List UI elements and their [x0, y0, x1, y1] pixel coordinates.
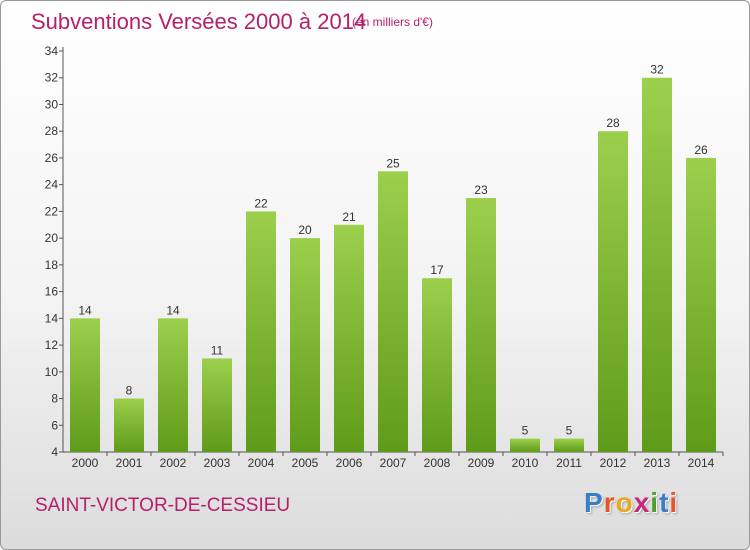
data-label-2014: 26	[694, 143, 708, 157]
bar-2002	[158, 318, 188, 452]
bar-2012	[598, 131, 628, 452]
x-tick-label: 2002	[160, 456, 187, 470]
bar-2007	[378, 171, 408, 453]
bar-2010	[510, 438, 540, 452]
data-label-2000: 14	[78, 303, 92, 317]
data-label-2001: 8	[126, 384, 133, 398]
data-labels: 14 8 14 11 22 20 21 25 17 23 5 5 28 32 26	[78, 63, 708, 438]
y-tick-label: 16	[45, 285, 59, 299]
logo-letter: i	[669, 487, 679, 518]
x-tick-label: 2004	[248, 456, 275, 470]
data-label-2005: 20	[298, 223, 312, 237]
x-tick-label: 2011	[556, 456, 582, 470]
data-label-2008: 17	[430, 263, 444, 277]
y-tick-label: 26	[45, 151, 59, 165]
bar-2008	[422, 278, 452, 452]
bars	[70, 77, 716, 453]
y-tick-label: 30	[45, 97, 59, 111]
y-tick-label: 4	[51, 445, 58, 459]
y-axis: 4 6 8 10 12 14 16 18 20 22 24 26 28 30 32 34	[45, 44, 64, 459]
bar-2005	[290, 238, 320, 452]
y-tick-label: 32	[45, 71, 59, 85]
y-tick-label: 28	[45, 124, 59, 138]
data-label-2013: 32	[650, 63, 664, 77]
data-label-2006: 21	[342, 210, 356, 224]
x-tick-label: 2008	[424, 456, 451, 470]
bar-2009	[466, 198, 496, 452]
y-tick-label: 22	[45, 204, 59, 218]
data-label-2011: 5	[566, 424, 573, 438]
data-label-2003: 11	[211, 343, 224, 357]
y-tick-label: 6	[51, 418, 58, 432]
y-tick-label: 18	[45, 258, 59, 272]
x-tick-label: 2006	[336, 456, 363, 470]
bar-2014	[686, 157, 716, 452]
y-tick-label: 14	[45, 311, 59, 325]
y-tick-label: 8	[51, 392, 58, 406]
y-tick-label: 20	[45, 231, 59, 245]
chart-title: Subventions Versées 2000 à 2014	[31, 9, 367, 34]
x-tick-label: 2014	[688, 456, 715, 470]
logo-letter: o	[615, 487, 634, 518]
logo-letter: i	[650, 487, 660, 518]
bar-2013	[642, 77, 672, 452]
x-tick-label: 2003	[204, 456, 231, 470]
logo-letter: x	[633, 487, 651, 518]
x-tick-label: 2005	[292, 456, 319, 470]
bar-2000	[70, 318, 100, 452]
x-tick-label: 2012	[600, 456, 627, 470]
logo-letter: r	[603, 487, 616, 518]
data-label-2009: 23	[474, 183, 488, 197]
bar-2006	[334, 224, 364, 452]
data-label-2012: 28	[606, 116, 620, 130]
x-tick-label: 2009	[468, 456, 495, 470]
data-label-2007: 25	[386, 156, 400, 170]
bar-2001	[114, 398, 144, 452]
x-tick-label: 2010	[512, 456, 539, 470]
bar-2004	[246, 211, 276, 452]
logo-letter: P	[584, 487, 604, 518]
x-axis: 2000 2001 2002 2003 2004 2005 2006 2007 2008 2009…	[63, 451, 724, 470]
data-label-2010: 5	[522, 424, 529, 438]
commune-name: SAINT-VICTOR-DE-CESSIEU	[35, 495, 291, 516]
bar-2003	[202, 358, 232, 452]
x-tick-label: 2013	[644, 456, 671, 470]
data-label-2004: 22	[254, 196, 268, 210]
x-tick-label: 2001	[116, 456, 143, 470]
data-label-2002: 14	[166, 303, 180, 317]
bar-2011	[554, 438, 584, 452]
logo-letter: t	[659, 487, 670, 518]
y-tick-label: 24	[45, 178, 59, 192]
y-tick-label: 10	[45, 365, 59, 379]
chart-subtitle: (en milliers d'€)	[352, 15, 433, 29]
proxiti-logo: Proxiti	[584, 487, 678, 519]
x-tick-label: 2007	[380, 456, 407, 470]
x-tick-label: 2000	[72, 456, 99, 470]
y-tick-label: 12	[45, 338, 59, 352]
y-tick-label: 34	[45, 44, 59, 58]
